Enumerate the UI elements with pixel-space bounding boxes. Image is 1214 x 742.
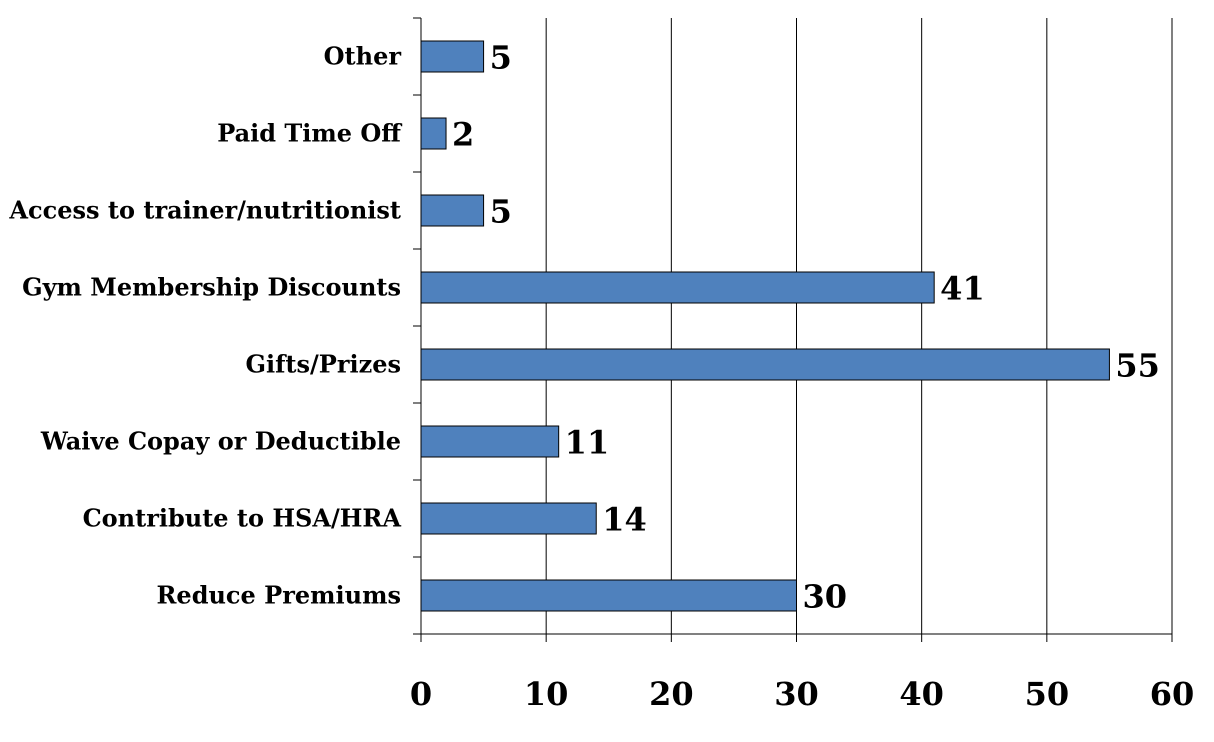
x-tick-label: 60 <box>1150 675 1195 713</box>
data-label: 14 <box>602 501 647 539</box>
bar <box>420 194 485 227</box>
x-tick-label: 50 <box>1025 675 1070 713</box>
x-tick-label: 20 <box>649 675 694 713</box>
data-label: 11 <box>565 424 610 462</box>
bar <box>420 117 447 150</box>
x-tick-label: 30 <box>774 675 819 713</box>
x-tick-label: 0 <box>410 675 432 713</box>
data-label: 2 <box>452 116 474 154</box>
gridlines <box>545 18 1173 634</box>
data-label: 5 <box>490 193 512 231</box>
data-label: 55 <box>1115 347 1160 385</box>
bar <box>420 425 560 458</box>
category-label: Waive Copay or Deductible <box>40 427 401 456</box>
bar <box>420 579 797 612</box>
category-label: Access to trainer/nutritionist <box>8 196 401 225</box>
bar <box>420 271 935 304</box>
labels: 0 10 20 30 40 50 60 Reduce Premiums 30 Contribute… <box>8 39 1194 714</box>
category-label: Gifts/Prizes <box>245 350 401 379</box>
x-tick-label: 40 <box>899 675 944 713</box>
data-label: 30 <box>803 578 848 616</box>
category-label: Gym Membership Discounts <box>22 273 401 302</box>
category-label: Contribute to HSA/HRA <box>83 504 402 533</box>
category-label: Other <box>324 42 402 71</box>
category-label: Reduce Premiums <box>156 581 401 610</box>
bar <box>420 348 1110 381</box>
data-label: 5 <box>490 39 512 77</box>
bar <box>420 502 597 535</box>
data-label: 41 <box>940 270 985 308</box>
axes <box>413 17 1173 642</box>
category-label: Paid Time Off <box>217 119 402 148</box>
x-tick-label: 10 <box>524 675 569 713</box>
bars <box>420 40 1110 612</box>
bar <box>420 40 485 73</box>
